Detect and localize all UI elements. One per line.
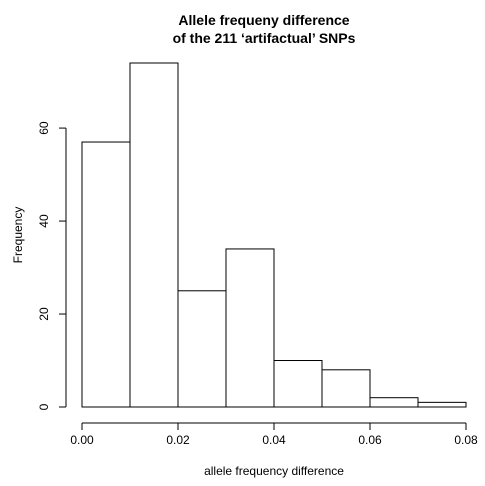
x-tick-label: 0.08 (454, 433, 478, 447)
x-axis: 0.00 0.02 0.04 0.06 0.08 (70, 422, 478, 447)
y-tick-label: 20 (37, 307, 51, 321)
histogram-bar-7 (369, 397, 419, 408)
x-tick-label: 0.06 (358, 433, 382, 447)
histogram-bar-4 (225, 248, 275, 408)
x-tick-label: 0.02 (166, 433, 190, 447)
y-axis: 0 20 40 60 (37, 121, 67, 410)
histogram-bar-1 (81, 141, 131, 408)
histogram-bar-6 (321, 369, 371, 408)
y-tick-label: 40 (37, 214, 51, 228)
histogram-bars (81, 62, 467, 408)
chart-title-line-1: Allele frequeny difference (178, 12, 349, 28)
chart-title-line-2: of the 211 ‘artifactual’ SNPs (173, 30, 356, 46)
x-tick-label: 0.00 (70, 433, 94, 447)
x-tick-label: 0.04 (262, 433, 286, 447)
histogram-bar-2 (129, 62, 179, 408)
y-axis-label: Frequency (11, 207, 25, 264)
x-axis-label: allele frequency difference (204, 464, 344, 478)
histogram-bar-5 (273, 360, 323, 408)
y-tick-label: 60 (37, 121, 51, 135)
histogram-bar-8 (417, 401, 467, 408)
histogram-bar-3 (177, 290, 227, 408)
y-tick-label: 0 (37, 403, 51, 410)
